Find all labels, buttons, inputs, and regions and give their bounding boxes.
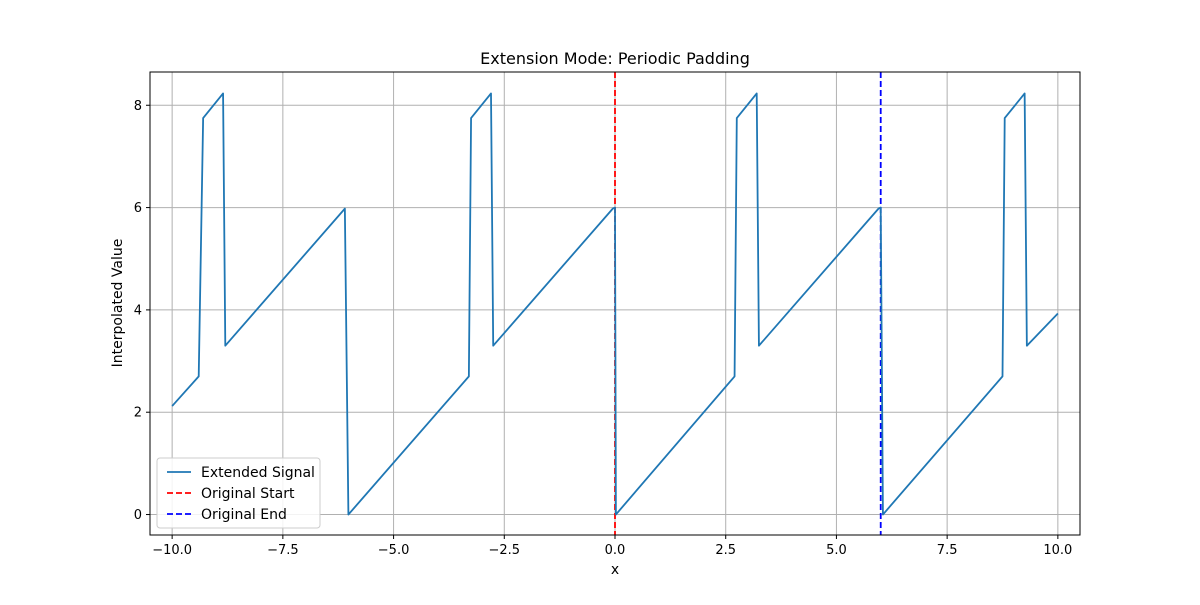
legend-box bbox=[156, 457, 321, 529]
x-tick-label: −7.5 bbox=[267, 543, 299, 558]
series-extended-signal bbox=[171, 92, 1059, 516]
legend-label-original-end: Original End bbox=[201, 507, 287, 523]
x-tick-label: 2.5 bbox=[715, 543, 736, 558]
x-tick-label: −5.0 bbox=[378, 543, 410, 558]
y-axis-label: Interpolated Value bbox=[110, 239, 126, 368]
reference-lines bbox=[614, 72, 882, 535]
x-tick-label: 0.0 bbox=[605, 543, 626, 558]
y-tick-label: 0 bbox=[134, 508, 142, 523]
x-tick-label: 7.5 bbox=[937, 543, 958, 558]
x-axis-label: x bbox=[611, 562, 619, 578]
legend-label-original-start: Original Start bbox=[201, 486, 295, 502]
y-tick-label: 4 bbox=[134, 303, 142, 318]
y-tick-label: 2 bbox=[134, 406, 142, 421]
legend: Extended Signal Original Start Original En… bbox=[156, 457, 321, 529]
x-tick-label: −2.5 bbox=[488, 543, 520, 558]
x-tick-label: 10.0 bbox=[1043, 543, 1072, 558]
x-axis-ticks: −10.0 −7.5 −5.0 −2.5 0.0 2.5 5.0 7.5 10.0 bbox=[152, 535, 1072, 558]
x-tick-label: −10.0 bbox=[152, 543, 192, 558]
x-tick-label: 5.0 bbox=[826, 543, 847, 558]
y-axis-ticks: 0 2 4 6 8 bbox=[134, 99, 150, 523]
y-tick-label: 8 bbox=[134, 99, 142, 114]
chart-title: Extension Mode: Periodic Padding bbox=[480, 49, 750, 68]
legend-label-extended-signal: Extended Signal bbox=[201, 465, 315, 481]
y-tick-label: 6 bbox=[134, 201, 142, 216]
series-lines bbox=[171, 92, 1059, 516]
